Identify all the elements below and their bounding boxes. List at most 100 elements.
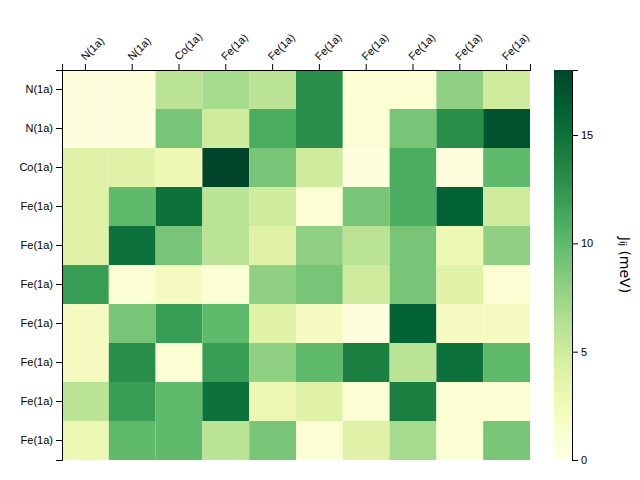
cell bbox=[343, 265, 390, 304]
cell bbox=[296, 148, 343, 187]
cell bbox=[249, 148, 296, 187]
y-axis: N(1a) N(1a) Co(1a) Fe(1a) Fe(1a) Fe(1a) Fe(1a)… bbox=[19, 71, 62, 461]
x-tick-label: Co(1a) bbox=[172, 30, 204, 62]
colorbar-tick-mark bbox=[572, 460, 578, 461]
x-tick-mark bbox=[85, 64, 86, 70]
y-tick: Fe(1a) bbox=[21, 356, 62, 368]
cell bbox=[436, 382, 483, 421]
cell bbox=[109, 226, 156, 265]
x-tick: Co(1a) bbox=[172, 30, 204, 70]
cell bbox=[296, 226, 343, 265]
y-tick-label: Fe(1a) bbox=[21, 395, 53, 407]
cell bbox=[249, 382, 296, 421]
cell bbox=[62, 304, 109, 343]
cell bbox=[249, 343, 296, 382]
cell bbox=[202, 304, 249, 343]
cell bbox=[483, 421, 530, 460]
cell bbox=[62, 343, 109, 382]
cell bbox=[62, 148, 109, 187]
colorbar-tick: 5 bbox=[572, 346, 587, 358]
cell bbox=[390, 421, 437, 460]
y-tick-mark bbox=[56, 167, 62, 168]
cell bbox=[62, 70, 109, 109]
colorbar-tick-label: 10 bbox=[581, 237, 593, 249]
cell bbox=[390, 304, 437, 343]
cell bbox=[296, 382, 343, 421]
cell bbox=[156, 382, 203, 421]
cell bbox=[202, 226, 249, 265]
colorbar-axis-line bbox=[573, 71, 579, 461]
cell bbox=[483, 187, 530, 226]
x-tick-label: Fe(1a) bbox=[406, 31, 437, 62]
y-tick-label: N(1a) bbox=[25, 83, 53, 95]
cell bbox=[390, 187, 437, 226]
y-tick-label: Fe(1a) bbox=[21, 356, 53, 368]
cell bbox=[249, 70, 296, 109]
cell bbox=[156, 148, 203, 187]
cell bbox=[343, 343, 390, 382]
cell bbox=[109, 421, 156, 460]
colorbar-tick-mark bbox=[572, 135, 578, 136]
cell bbox=[343, 382, 390, 421]
cell bbox=[109, 187, 156, 226]
cell bbox=[390, 148, 437, 187]
cell bbox=[436, 70, 483, 109]
cell bbox=[62, 109, 109, 148]
x-tick-mark bbox=[319, 64, 320, 70]
y-tick-label: Co(1a) bbox=[19, 161, 53, 173]
cell bbox=[156, 304, 203, 343]
colorbar-tick-label: 5 bbox=[581, 346, 587, 358]
x-tick-label: Fe(1a) bbox=[219, 31, 250, 62]
cell bbox=[109, 265, 156, 304]
y-tick: Fe(1a) bbox=[21, 395, 62, 407]
colorbar: 051015Jᵢⱼ (meV) bbox=[554, 70, 633, 466]
cell bbox=[109, 109, 156, 148]
colorbar-tick-label: 15 bbox=[581, 129, 593, 141]
y-tick: Co(1a) bbox=[19, 161, 62, 173]
cell bbox=[343, 148, 390, 187]
x-tick-mark bbox=[225, 64, 226, 70]
colorbar-axis: 0 5 10 15 bbox=[572, 71, 593, 467]
chart: N(1a) N(1a) Co(1a) Fe(1a) Fe(1a) Fe(1a) Fe(1a)… bbox=[0, 0, 640, 480]
x-tick-label: N(1a) bbox=[125, 34, 153, 62]
x-tick-mark bbox=[179, 64, 180, 70]
x-tick-mark bbox=[366, 64, 367, 70]
cell bbox=[202, 187, 249, 226]
y-tick: Fe(1a) bbox=[21, 278, 62, 290]
cell bbox=[156, 109, 203, 148]
x-tick-mark bbox=[132, 64, 133, 70]
cell bbox=[249, 265, 296, 304]
cell bbox=[202, 421, 249, 460]
cell bbox=[483, 226, 530, 265]
cell bbox=[296, 187, 343, 226]
y-axis-line bbox=[56, 71, 63, 461]
cell bbox=[202, 70, 249, 109]
y-tick-label: N(1a) bbox=[25, 122, 53, 134]
colorbar-tick-label: 0 bbox=[581, 454, 587, 466]
cell bbox=[249, 421, 296, 460]
cell bbox=[249, 304, 296, 343]
cell bbox=[202, 148, 249, 187]
y-tick: Fe(1a) bbox=[21, 434, 62, 446]
y-tick-mark bbox=[56, 362, 62, 363]
x-tick-mark bbox=[413, 64, 414, 70]
y-tick-mark bbox=[56, 89, 62, 90]
cell bbox=[436, 226, 483, 265]
y-tick: Fe(1a) bbox=[21, 239, 62, 251]
cell bbox=[296, 70, 343, 109]
x-tick-label: Fe(1a) bbox=[453, 31, 484, 62]
cells bbox=[62, 70, 530, 460]
x-tick-label: Fe(1a) bbox=[312, 31, 343, 62]
cell bbox=[202, 382, 249, 421]
cell bbox=[436, 265, 483, 304]
cell bbox=[390, 226, 437, 265]
cell bbox=[296, 304, 343, 343]
cell bbox=[296, 421, 343, 460]
y-tick-mark bbox=[56, 284, 62, 285]
cell bbox=[343, 109, 390, 148]
y-tick: N(1a) bbox=[25, 83, 62, 95]
cell bbox=[390, 265, 437, 304]
cell bbox=[109, 382, 156, 421]
y-tick-mark bbox=[56, 128, 62, 129]
y-tick-mark bbox=[56, 323, 62, 324]
